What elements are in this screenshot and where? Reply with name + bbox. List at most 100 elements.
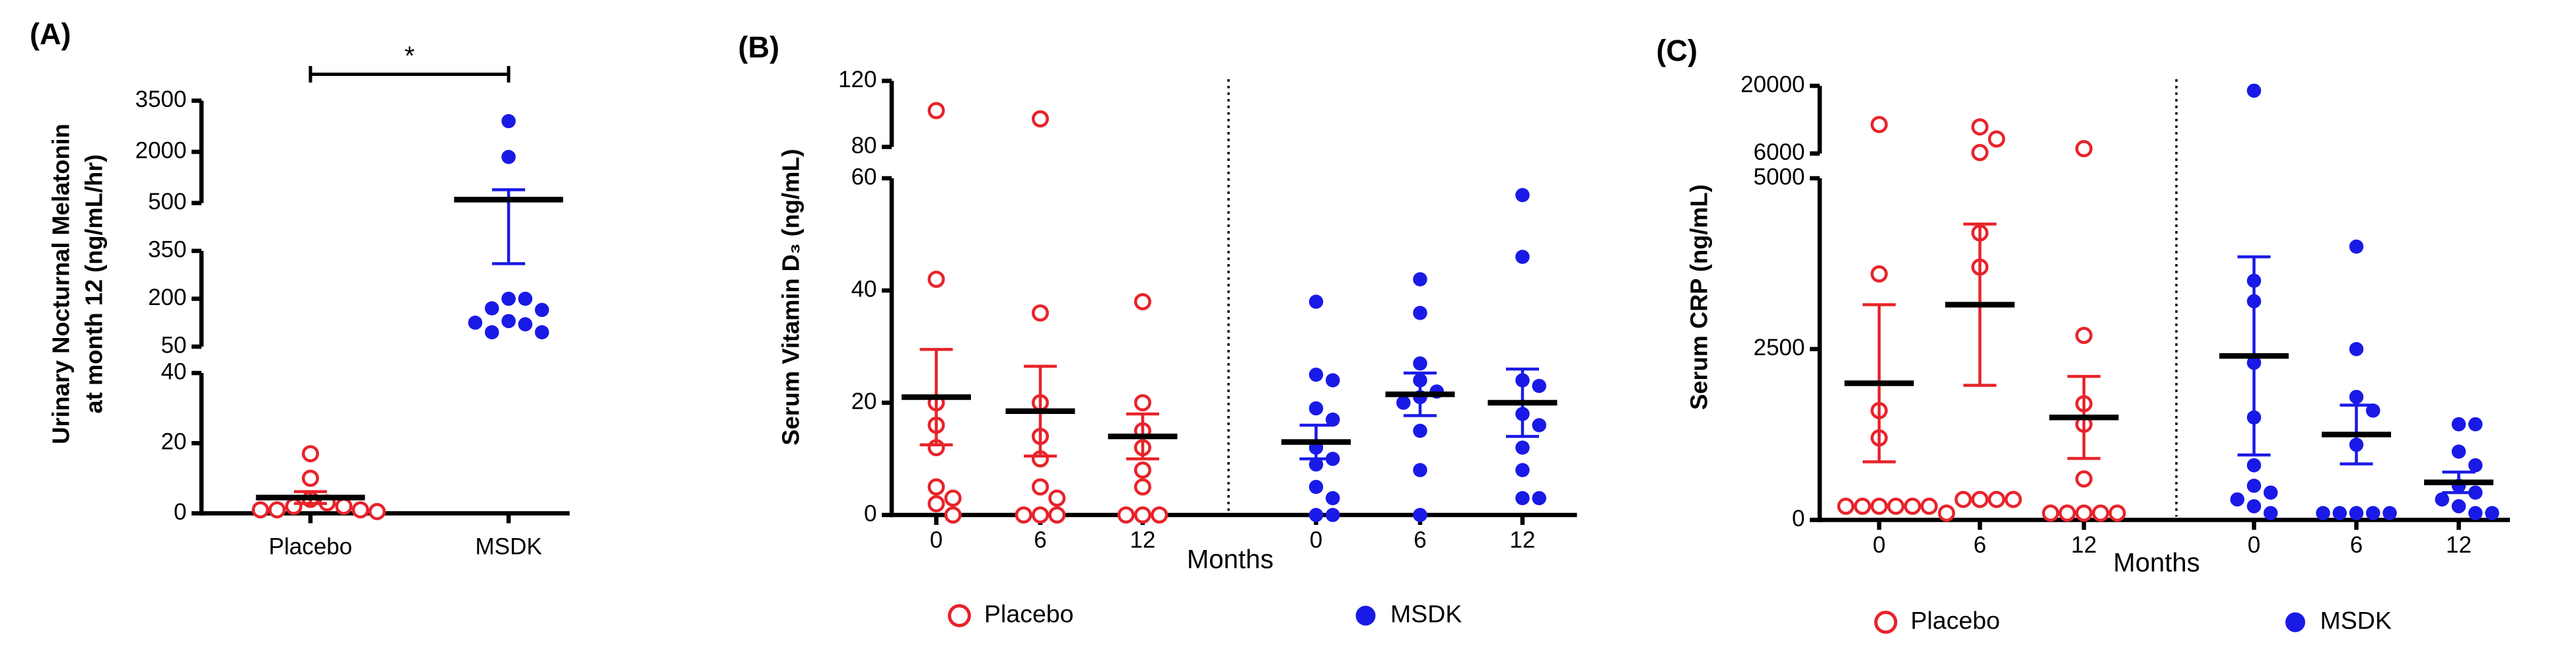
- y-tick-label: 0: [864, 500, 877, 526]
- x-tick-label: 6: [1413, 527, 1426, 553]
- data-point: [1870, 497, 1888, 515]
- data-point: [944, 489, 962, 507]
- data-point: [2075, 327, 2093, 345]
- x-tick-label: 12: [2071, 532, 2097, 558]
- data-point: [2349, 390, 2364, 404]
- y-tick-label: 350: [148, 236, 186, 262]
- x-tick-label: 0: [2248, 532, 2260, 558]
- data-point: [1032, 110, 1050, 127]
- data-point: [1413, 272, 1427, 287]
- data-point: [2042, 504, 2059, 522]
- y-tick-label: 50: [161, 332, 187, 358]
- data-point: [1032, 478, 1050, 496]
- data-point: [335, 497, 353, 515]
- data-point: [1532, 378, 1546, 393]
- x-tick-label: MSDK: [475, 533, 542, 559]
- legend-label: MSDK: [1390, 599, 1462, 627]
- data-point: [2092, 504, 2110, 522]
- data-point: [1870, 265, 1888, 283]
- data-point: [2349, 239, 2364, 254]
- legend-marker: [1874, 610, 1898, 634]
- data-point: [1413, 463, 1427, 477]
- y-tick-label: 40: [161, 359, 187, 384]
- data-point: [1532, 491, 1546, 506]
- y-tick-label: 20000: [1740, 71, 1805, 97]
- data-point: [1134, 393, 1152, 411]
- data-point: [1308, 367, 1324, 382]
- data-point: [1308, 479, 1324, 495]
- data-point: [927, 102, 945, 120]
- data-point: [1326, 452, 1340, 466]
- y-tick-label: 2500: [1754, 335, 1805, 360]
- legend-label: MSDK: [2320, 606, 2392, 634]
- data-point: [1954, 491, 1972, 508]
- y-tick-label: 80: [851, 133, 877, 158]
- data-point: [2365, 506, 2380, 520]
- data-point: [927, 478, 945, 496]
- data-point: [501, 149, 516, 164]
- x-tick-label: 12: [1130, 527, 1156, 553]
- data-point: [2349, 342, 2364, 357]
- data-point: [2382, 506, 2397, 520]
- y-tick-label: 0: [174, 499, 186, 525]
- y-tick-label: 120: [838, 67, 877, 92]
- legend-marker: [2285, 612, 2305, 632]
- data-point: [927, 270, 945, 288]
- data-point: [2246, 499, 2262, 514]
- x-tick-label: 6: [1974, 532, 1986, 558]
- data-point: [485, 301, 499, 316]
- data-point: [351, 501, 369, 519]
- data-point: [1413, 423, 1427, 438]
- data-point: [2349, 506, 2364, 520]
- data-point: [1987, 491, 2005, 508]
- data-point: [2108, 504, 2126, 522]
- data-point: [1032, 506, 1050, 524]
- data-point: [1532, 418, 1546, 432]
- data-point: [252, 501, 269, 519]
- data-point: [1308, 508, 1324, 522]
- x-tick-label: Placebo: [269, 533, 352, 559]
- data-point: [2075, 470, 2093, 488]
- data-point: [1308, 457, 1324, 472]
- data-point: [501, 114, 516, 129]
- data-point: [1048, 506, 1066, 524]
- x-tick-label: 6: [2350, 532, 2363, 558]
- data-point: [518, 317, 533, 331]
- legend-label: Placebo: [1911, 606, 2001, 634]
- data-point: [1920, 497, 1938, 515]
- data-point: [1134, 478, 1152, 496]
- data-point: [2365, 403, 2380, 418]
- data-point: [302, 469, 320, 487]
- data-point: [1326, 412, 1340, 427]
- data-point: [1134, 292, 1152, 310]
- data-point: [2004, 491, 2022, 508]
- data-point: [1515, 188, 1530, 203]
- legend-label: Placebo: [984, 599, 1074, 627]
- panel-label: (C): [1657, 34, 1698, 67]
- data-point: [534, 325, 550, 339]
- data-point: [485, 325, 499, 339]
- data-point: [1396, 395, 1411, 410]
- data-point: [1515, 463, 1530, 477]
- data-point: [1971, 491, 1989, 508]
- x-tick-label: 12: [2446, 532, 2472, 558]
- data-point: [1015, 506, 1032, 524]
- data-point: [2468, 485, 2483, 500]
- y-tick-label: 0: [1792, 506, 1805, 531]
- data-point: [1134, 506, 1152, 524]
- panel-label: (A): [30, 17, 71, 51]
- data-point: [2263, 506, 2278, 520]
- data-point: [2075, 140, 2093, 158]
- data-point: [268, 501, 286, 519]
- data-point: [1853, 497, 1871, 515]
- data-point: [468, 315, 483, 330]
- data-point: [1937, 504, 1955, 522]
- x-axis-label: Months: [1187, 545, 1273, 574]
- data-point: [1515, 440, 1530, 455]
- data-point: [1413, 356, 1427, 371]
- data-point: [2246, 83, 2262, 98]
- data-point: [927, 495, 945, 513]
- data-point: [518, 291, 533, 306]
